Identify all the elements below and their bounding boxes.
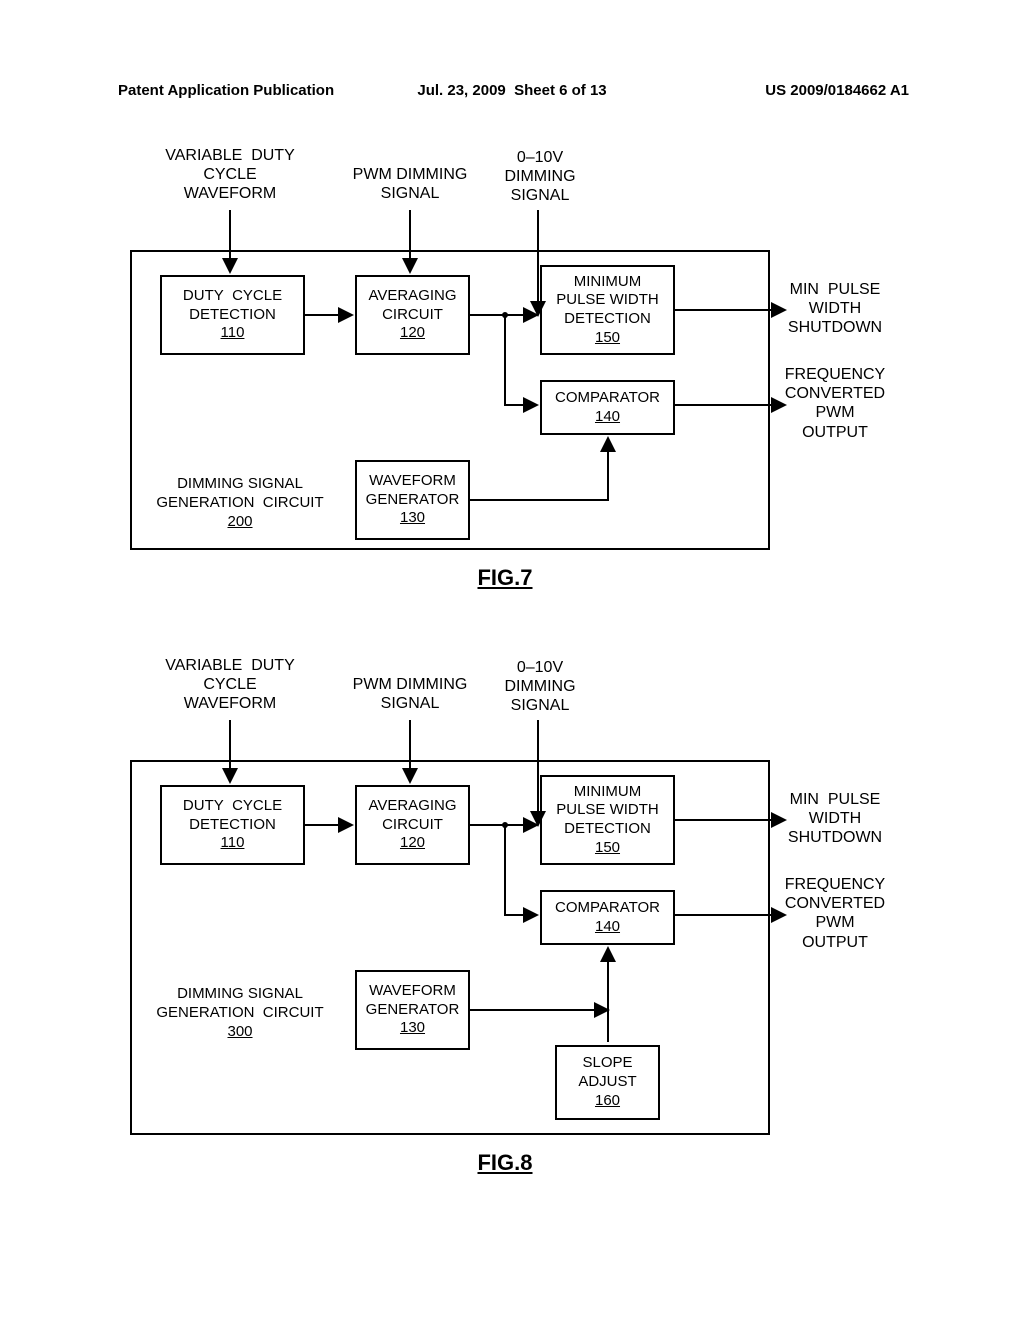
block-ref: 130 bbox=[400, 509, 425, 528]
block-label: AVERAGINGCIRCUIT bbox=[368, 797, 456, 835]
header-center: Jul. 23, 2009 Sheet 6 of 13 bbox=[417, 82, 606, 99]
input-0-10v-8: 0–10VDIMMINGSIGNAL bbox=[490, 658, 590, 716]
block-duty-cycle-detection: DUTY CYCLEDETECTION 110 bbox=[160, 275, 305, 355]
block-min-pulse-width: MINIMUMPULSE WIDTHDETECTION 150 bbox=[540, 265, 675, 355]
header-left: Patent Application Publication bbox=[118, 82, 334, 99]
circuit-title-300: DIMMING SIGNALGENERATION CIRCUIT 300 bbox=[150, 985, 330, 1041]
circuit-title-200: DIMMING SIGNALGENERATION CIRCUIT 200 bbox=[150, 475, 330, 531]
figure-8: VARIABLE DUTYCYCLEWAVEFORM PWM DIMMINGSI… bbox=[130, 650, 880, 1200]
block-label: AVERAGINGCIRCUIT bbox=[368, 287, 456, 325]
output-freq-conv-8: FREQUENCYCONVERTEDPWMOUTPUT bbox=[780, 875, 890, 952]
output-freq-conv: FREQUENCYCONVERTEDPWMOUTPUT bbox=[780, 365, 890, 442]
input-var-duty: VARIABLE DUTYCYCLEWAVEFORM bbox=[160, 146, 300, 204]
block-ref: 140 bbox=[595, 408, 620, 427]
figure-7: VARIABLE DUTYCYCLEWAVEFORM PWM DIMMINGSI… bbox=[130, 140, 880, 600]
circuit-label: DIMMING SIGNALGENERATION CIRCUIT bbox=[156, 475, 323, 511]
header-right: US 2009/0184662 A1 bbox=[765, 82, 909, 99]
block-averaging-circuit: AVERAGINGCIRCUIT 120 bbox=[355, 275, 470, 355]
block-label: DUTY CYCLEDETECTION bbox=[183, 287, 282, 325]
block-label: SLOPEADJUST bbox=[578, 1054, 636, 1092]
page-header: Patent Application Publication Jul. 23, … bbox=[0, 82, 1024, 99]
block-waveform-generator: WAVEFORMGENERATOR 130 bbox=[355, 460, 470, 540]
input-pwm-dim: PWM DIMMINGSIGNAL bbox=[345, 165, 475, 203]
block-ref: 160 bbox=[595, 1092, 620, 1111]
input-0-10v: 0–10VDIMMINGSIGNAL bbox=[490, 148, 590, 206]
circuit-label: DIMMING SIGNALGENERATION CIRCUIT bbox=[156, 985, 323, 1021]
input-pwm-dim-8: PWM DIMMINGSIGNAL bbox=[345, 675, 475, 713]
block-label: COMPARATOR bbox=[555, 389, 660, 408]
output-min-pulse: MIN PULSEWIDTHSHUTDOWN bbox=[780, 280, 890, 338]
block-comparator-8: COMPARATOR 140 bbox=[540, 890, 675, 945]
block-ref: 130 bbox=[400, 1019, 425, 1038]
block-label: MINIMUMPULSE WIDTHDETECTION bbox=[556, 273, 659, 329]
figure-8-label: FIG.8 bbox=[477, 1150, 532, 1176]
block-duty-cycle-detection-8: DUTY CYCLEDETECTION 110 bbox=[160, 785, 305, 865]
block-slope-adjust: SLOPEADJUST 160 bbox=[555, 1045, 660, 1120]
block-label: MINIMUMPULSE WIDTHDETECTION bbox=[556, 783, 659, 839]
figure-7-label: FIG.7 bbox=[477, 565, 532, 591]
block-ref: 110 bbox=[221, 834, 245, 853]
block-ref: 120 bbox=[400, 834, 425, 853]
block-min-pulse-width-8: MINIMUMPULSE WIDTHDETECTION 150 bbox=[540, 775, 675, 865]
block-comparator: COMPARATOR 140 bbox=[540, 380, 675, 435]
block-ref: 110 bbox=[221, 324, 245, 343]
block-ref: 150 bbox=[595, 839, 620, 858]
block-ref: 140 bbox=[595, 918, 620, 937]
block-label: WAVEFORMGENERATOR bbox=[366, 472, 460, 510]
input-var-duty-8: VARIABLE DUTYCYCLEWAVEFORM bbox=[160, 656, 300, 714]
block-waveform-generator-8: WAVEFORMGENERATOR 130 bbox=[355, 970, 470, 1050]
block-ref: 150 bbox=[595, 329, 620, 348]
circuit-ref: 200 bbox=[227, 513, 252, 530]
block-averaging-circuit-8: AVERAGINGCIRCUIT 120 bbox=[355, 785, 470, 865]
block-ref: 120 bbox=[400, 324, 425, 343]
block-label: DUTY CYCLEDETECTION bbox=[183, 797, 282, 835]
block-label: WAVEFORMGENERATOR bbox=[366, 982, 460, 1020]
output-min-pulse-8: MIN PULSEWIDTHSHUTDOWN bbox=[780, 790, 890, 848]
circuit-ref: 300 bbox=[227, 1023, 252, 1040]
block-label: COMPARATOR bbox=[555, 899, 660, 918]
